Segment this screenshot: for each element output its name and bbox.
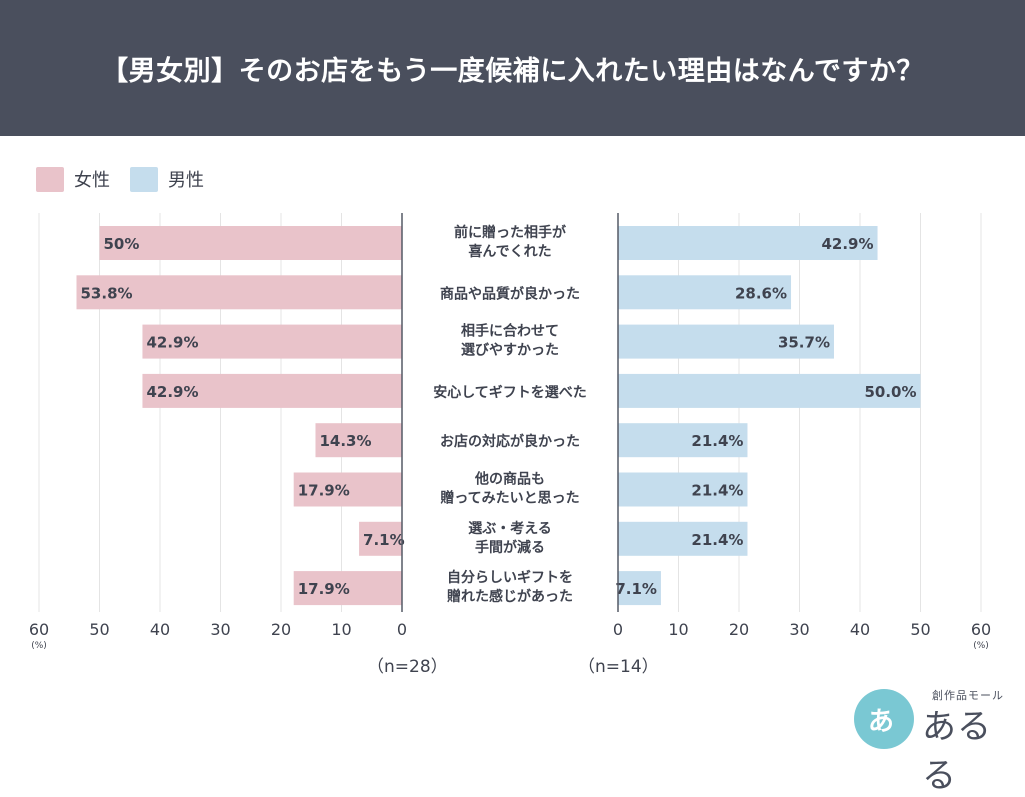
bar-male (618, 373, 921, 408)
bar-female (99, 226, 402, 260)
bar-female (315, 423, 402, 458)
unit-label-male: (%) (973, 641, 989, 651)
bar-female (359, 521, 402, 556)
x-tick-label-male: 30 (789, 620, 809, 639)
data-label-female: 42.9% (146, 383, 198, 401)
category-label: 喜んでくれた (468, 243, 551, 260)
data-label-male: 21.4% (691, 432, 743, 450)
x-tick-label-female: 20 (271, 620, 291, 639)
legend-female-label: 女性 (74, 170, 110, 191)
x-tick-label-male: 10 (668, 620, 688, 639)
data-label-female: 7.1% (363, 531, 405, 549)
data-label-female: 17.9% (298, 482, 350, 500)
category-label: お店の対応が良かった (440, 433, 580, 450)
sample-size-male: （n=14） (578, 657, 659, 677)
data-label-female: 53.8% (81, 284, 133, 302)
data-label-male: 50.0% (864, 383, 916, 401)
bar-male (618, 275, 792, 310)
sample-size-female: （n=28） (367, 657, 448, 677)
logo-subtitle: 創作品モール (932, 689, 1004, 702)
x-tick-label-male: 50 (910, 620, 930, 639)
x-tick-label-male: 60 (971, 620, 991, 639)
logo-mark: あ (854, 689, 914, 749)
category-label: 相手に合わせて (461, 323, 559, 340)
data-label-male: 35.7% (778, 334, 830, 352)
category-label: 選びやすかった (461, 343, 559, 359)
x-tick-label-female: 50 (89, 620, 109, 639)
category-label: 手間が減る (475, 539, 545, 556)
category-label: 安心してギフトを選べた (433, 384, 587, 401)
data-label-male: 21.4% (691, 482, 743, 500)
unit-label-female: (%) (31, 641, 47, 651)
category-label: 自分らしいギフトを (447, 569, 573, 586)
bar-male (618, 571, 661, 606)
bar-female (142, 373, 402, 408)
bar-male (618, 226, 878, 260)
x-tick-label-female: 0 (397, 620, 407, 639)
data-label-female: 42.9% (146, 334, 198, 352)
legend-female-swatch (36, 166, 64, 192)
x-tick-label-female: 30 (210, 620, 230, 639)
data-label-male: 7.1% (615, 580, 657, 598)
bar-male (618, 423, 748, 458)
data-label-male: 28.6% (735, 284, 787, 302)
logo-mark-text: あ (868, 707, 895, 737)
chart-title: 【男女別】そのお店をもう一度候補に入れたい理由はなんですか？ (101, 55, 924, 87)
legend-male: 男性 (130, 166, 204, 192)
bar-female (142, 324, 402, 359)
logo-wordmark: あるる (922, 707, 992, 796)
header-banner: 【男女別】そのお店をもう一度候補に入れたい理由はなんですか？ (0, 0, 1025, 136)
bar-female (293, 472, 402, 507)
x-tick-label-male: 20 (729, 620, 749, 639)
category-label: 商品や品質が良かった (440, 285, 580, 302)
x-tick-label-female: 60 (29, 620, 49, 639)
brand-logo: あ 創作品モール あるる (850, 685, 1010, 796)
category-label: 前に贈った相手が (454, 224, 567, 241)
legend-male-swatch (130, 166, 158, 192)
category-label: 選ぶ・考える (468, 520, 552, 537)
x-tick-label-male: 0 (613, 620, 623, 639)
data-label-female: 14.3% (319, 432, 371, 450)
category-label: 贈れた感じがあった (447, 588, 573, 605)
legend-male-label: 男性 (168, 170, 204, 191)
x-tick-label-female: 40 (150, 620, 170, 639)
category-label: 他の商品も (474, 471, 545, 488)
bar-male (618, 521, 748, 556)
legend-female: 女性 (36, 166, 110, 192)
bar-female (293, 571, 402, 606)
data-label-female: 17.9% (298, 580, 350, 598)
category-label: 贈ってみたいと思った (440, 490, 579, 507)
x-tick-label-male: 40 (850, 620, 870, 639)
bar-male (618, 472, 748, 507)
data-label-female: 50% (104, 235, 140, 253)
bar-female (76, 275, 402, 310)
data-label-male: 21.4% (691, 531, 743, 549)
x-tick-label-female: 10 (331, 620, 351, 639)
bar-male (618, 324, 834, 359)
data-label-male: 42.9% (821, 235, 873, 253)
